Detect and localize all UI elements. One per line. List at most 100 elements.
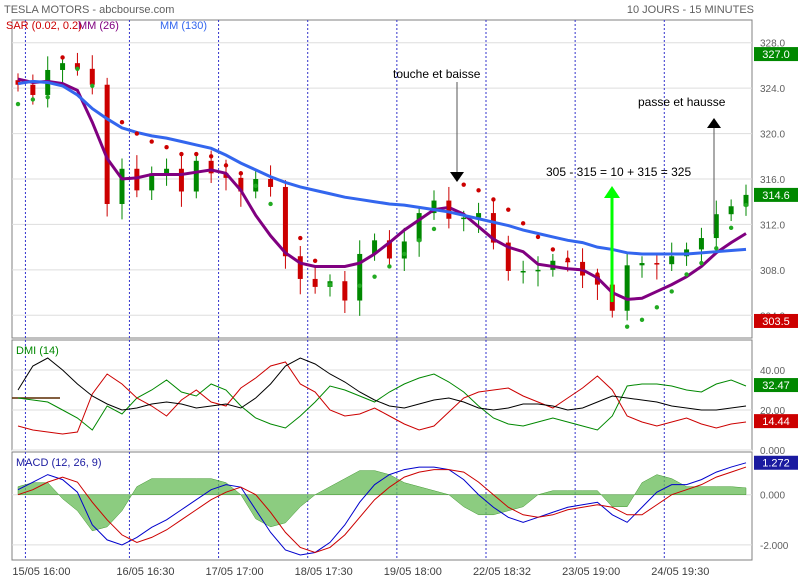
sar-dot <box>699 260 704 266</box>
price-badge: 303.5 <box>754 313 798 328</box>
price-badge-bg <box>754 187 798 202</box>
price-badge-label: 303.5 <box>762 316 790 328</box>
y-tick-label: -2.000 <box>760 541 789 552</box>
value-badge-label: 1.272 <box>762 458 790 470</box>
sar-dot <box>684 272 689 277</box>
candle <box>728 199 734 222</box>
legend-entry: MM (130) <box>160 20 207 32</box>
sar-dot <box>520 221 526 226</box>
candle <box>505 235 511 281</box>
sar-dot <box>491 197 496 202</box>
target-arrow-head <box>604 186 620 198</box>
candle-body <box>698 238 704 250</box>
candle-body <box>268 179 274 187</box>
y-tick-label: 40.00 <box>760 366 785 377</box>
y-tick-label: 0.000 <box>760 491 785 502</box>
y-tick-label: 316.0 <box>760 175 785 186</box>
value-badge-bg <box>754 414 798 429</box>
candle-body <box>624 265 630 311</box>
candle-body <box>193 160 199 192</box>
candle-body <box>728 206 734 215</box>
x-tick-label: 18/05 17:30 <box>295 566 353 578</box>
x-tick-label: 22/05 18:32 <box>473 566 531 578</box>
y-tick-label: 324.0 <box>760 84 785 95</box>
candle-body <box>713 214 719 239</box>
sar-dot <box>743 202 749 208</box>
value-badge: 14.44 <box>754 414 798 429</box>
price-badge-bg <box>754 313 798 328</box>
value-badge: 32.47 <box>754 378 798 393</box>
candle-body <box>104 84 110 204</box>
sar-dot <box>402 251 407 257</box>
candle-body <box>669 256 675 265</box>
candle <box>149 166 155 201</box>
sar-dot <box>669 289 674 294</box>
sar-dot <box>15 101 21 107</box>
price-badge: 314.6 <box>754 187 798 202</box>
sar-dot <box>253 183 258 189</box>
price-badge-label: 327.0 <box>762 49 790 61</box>
sar-dot <box>342 289 348 294</box>
candle-body <box>743 194 749 207</box>
price-badge: 327.0 <box>754 47 798 62</box>
value-badge: 1.272 <box>754 455 798 470</box>
candle-body <box>134 168 140 191</box>
candle-body <box>654 263 660 265</box>
annotation-text: passe et hausse <box>638 95 726 109</box>
sar-dot <box>535 234 541 240</box>
sar-dot <box>565 257 570 262</box>
sar-dot <box>624 324 630 329</box>
sar-dot <box>104 101 110 107</box>
candle <box>431 190 437 220</box>
candle <box>357 240 363 316</box>
sar-dot <box>357 283 362 288</box>
series-line-signal <box>17 466 747 553</box>
sar-dot <box>372 274 377 279</box>
candle-body <box>639 263 645 266</box>
dmi-panel: 40.00 20.00 0.000 DMI (14) 32.47 14.44 <box>11 339 798 457</box>
candle-body <box>178 168 184 192</box>
candle <box>268 165 274 197</box>
sar-dot <box>238 171 244 176</box>
candle-body <box>89 68 95 85</box>
sar-dot <box>506 207 511 212</box>
sar-dot <box>312 258 318 263</box>
candle-body <box>30 84 36 95</box>
candle-body <box>372 240 378 254</box>
y-tick-label: 308.0 <box>760 266 785 277</box>
sar-dot <box>431 226 437 232</box>
value-badge-label: 14.44 <box>762 416 790 428</box>
sar-dot <box>283 217 288 223</box>
candle-body <box>401 241 407 259</box>
sar-dot <box>327 282 333 287</box>
sar-dot <box>728 225 734 231</box>
annotation-text: touche et baisse <box>393 67 481 81</box>
sar-dot <box>194 151 199 157</box>
sar-dot <box>30 97 36 102</box>
candle <box>624 251 630 321</box>
candle <box>416 206 422 257</box>
sar-dot <box>134 131 140 136</box>
candle-body <box>149 173 155 191</box>
series-line-mm-26- <box>17 77 747 301</box>
series-line--di <box>17 361 747 435</box>
candle-body <box>60 63 66 70</box>
candle-body <box>119 168 125 204</box>
sar-dot <box>580 265 585 270</box>
panel-frame <box>11 339 753 451</box>
series-line-mm-130- <box>17 79 747 256</box>
panel-label: DMI (14) <box>16 345 59 357</box>
candle-body <box>446 200 452 219</box>
chart-title: TESLA MOTORS - abcbourse.com <box>4 4 174 16</box>
sar-dot <box>654 305 660 310</box>
candle-body <box>520 270 526 273</box>
y-tick-label: 320.0 <box>760 130 785 141</box>
time-axis: 15/05 16:00 16/05 16:30 17/05 17:00 18/05 1… <box>12 566 709 578</box>
sar-dot <box>461 182 466 187</box>
sar-dot <box>223 163 229 168</box>
sar-dot <box>595 272 600 277</box>
candle <box>134 155 140 198</box>
sar-dot <box>268 201 273 207</box>
candle-body <box>476 213 482 218</box>
candle-body <box>461 217 467 220</box>
